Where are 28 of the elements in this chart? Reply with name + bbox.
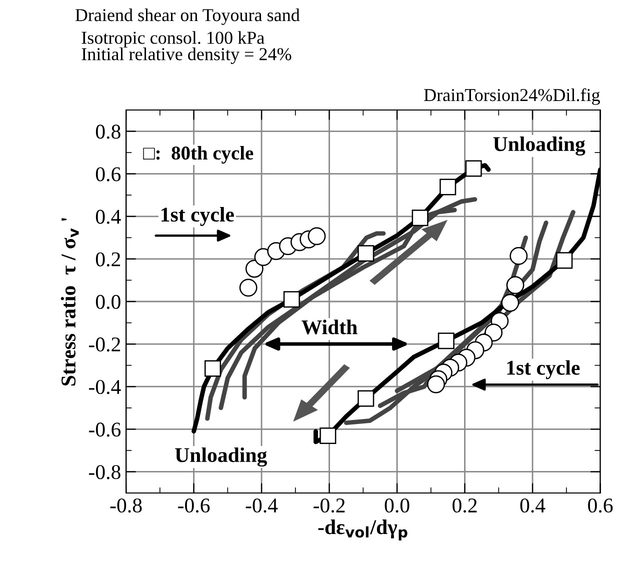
y-tick-label: 0.8	[96, 124, 120, 139]
y-tick-label: 0.0	[96, 294, 120, 310]
y-tick-label: -0.8	[88, 465, 120, 480]
annotation: Unloading	[175, 447, 268, 467]
y-tick-label: 0.6	[96, 167, 121, 182]
text: DrainTorsion24%Dil.fig	[424, 88, 600, 105]
x-tick-label: 0.6	[588, 498, 613, 513]
x-tick-label: 0.0	[384, 498, 410, 513]
annotation: Unloading	[493, 136, 586, 156]
y-tick-label: -0.4	[88, 380, 121, 394]
annotation: □: 80th cycle	[143, 146, 254, 164]
annotation: 1st cycle	[507, 360, 580, 380]
y-tick-label: 0.4	[96, 210, 121, 224]
x-tick-label: 0.2	[452, 498, 477, 513]
y-tick-label: 0.2	[96, 252, 120, 266]
x-tick-label: 0.4	[520, 498, 546, 513]
x-tick-label: -0.2	[314, 498, 345, 513]
chart-title: Draiend shear on Toyoura sand	[75, 8, 300, 25]
annotation: Width	[302, 320, 358, 334]
x-tick-label: -0.6	[178, 498, 210, 513]
x-axis-title: -dε$_{vol}$/dγ$_{p}$	[318, 520, 408, 540]
y-tick-label: -0.2	[88, 337, 120, 352]
annotation: 1st cycle	[162, 207, 234, 226]
y-tick-label: -0.6	[88, 422, 121, 437]
chart-subtitle: Isotropic consol. 100 kPa Initial relative density = 24%	[82, 31, 292, 64]
x-tick-label: -0.8	[110, 498, 142, 513]
x-tick-label: -0.4	[246, 498, 278, 513]
y-axis-title: Stress ratio τ / σ$_{v}$ '	[60, 218, 79, 386]
